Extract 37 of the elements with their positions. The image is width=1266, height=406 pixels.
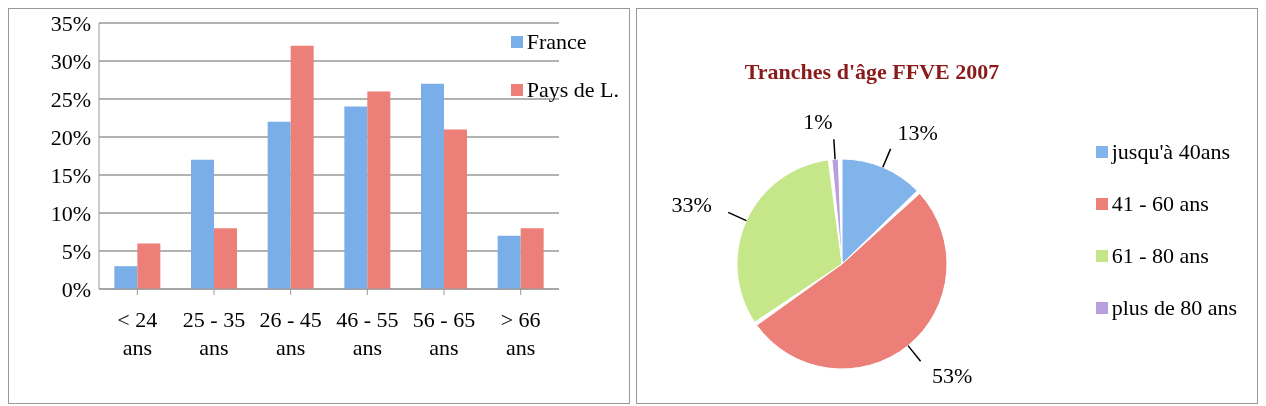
data-label: 53% bbox=[931, 362, 973, 388]
bar bbox=[267, 121, 291, 289]
bar bbox=[114, 266, 138, 289]
x-tick-label: < 24 ans bbox=[117, 307, 158, 360]
bar bbox=[520, 228, 544, 289]
bar bbox=[344, 106, 368, 289]
bar bbox=[137, 243, 161, 289]
y-tick-label: 25% bbox=[50, 86, 91, 112]
bar bbox=[444, 129, 467, 289]
x-tick-label: 25 - 35 ans bbox=[182, 307, 246, 360]
data-label: 13% bbox=[897, 119, 938, 145]
legend-label: Pays de L. bbox=[526, 77, 619, 103]
y-tick-label: 30% bbox=[50, 48, 91, 74]
chart-title: Tranches d'âge FFVE 2007 bbox=[743, 59, 1001, 85]
legend-label: 61 - 80 ans bbox=[1111, 243, 1209, 269]
legend-label: jusqu'à 40ans bbox=[1111, 139, 1230, 165]
legend-label: 41 - 60 ans bbox=[1111, 191, 1209, 217]
y-tick-label: 35% bbox=[50, 10, 91, 36]
bar bbox=[214, 228, 237, 289]
data-label: 1% bbox=[803, 108, 833, 134]
legend-label: France bbox=[526, 29, 587, 55]
bar bbox=[421, 83, 444, 289]
y-tick-label: 20% bbox=[50, 124, 91, 150]
y-tick-label: 5% bbox=[61, 238, 91, 264]
bar bbox=[191, 159, 214, 289]
y-tick-label: 15% bbox=[50, 162, 91, 188]
x-tick-label: 56 - 65 ans bbox=[412, 307, 476, 360]
bar bbox=[290, 45, 314, 289]
bar bbox=[497, 235, 521, 289]
legend-label: plus de 80 ans bbox=[1111, 295, 1237, 321]
x-tick-label: 46 - 55 ans bbox=[336, 307, 399, 360]
x-tick-label: > 66 ans bbox=[500, 307, 541, 360]
data-label: 33% bbox=[671, 192, 712, 218]
x-tick-label: 26 - 45 ans bbox=[259, 307, 322, 360]
bar bbox=[367, 91, 391, 289]
y-tick-label: 10% bbox=[50, 200, 91, 226]
y-tick-label: 0% bbox=[61, 276, 91, 302]
